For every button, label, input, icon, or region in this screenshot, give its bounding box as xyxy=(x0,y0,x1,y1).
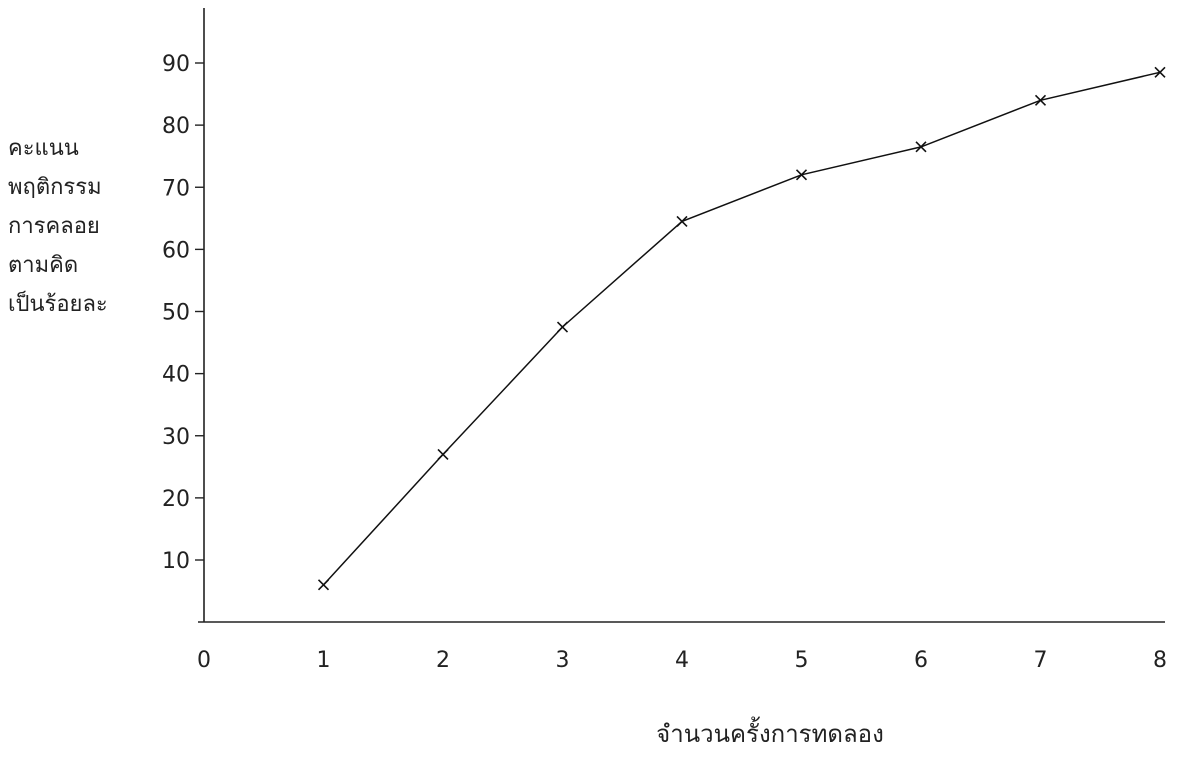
y-ticks: 10 20 30 40 50 60 70 80 90 xyxy=(162,52,204,574)
data-point-stroke xyxy=(556,321,569,333)
y-axis-label-line: พฤติกรรม xyxy=(8,175,102,200)
series-line xyxy=(322,71,1161,586)
x-tick-label: 7 xyxy=(1034,648,1048,673)
x-axis-label: จำนวนครั้งการทดลอง xyxy=(656,716,884,748)
x-tick-label: 8 xyxy=(1153,648,1167,673)
data-point-stroke xyxy=(1154,66,1166,78)
data-point xyxy=(1154,66,1166,78)
y-tick-label: 80 xyxy=(162,114,190,139)
data-point xyxy=(676,215,688,227)
data-point-stroke xyxy=(317,579,330,591)
data-point-stroke xyxy=(1034,94,1047,106)
y-tick-label: 40 xyxy=(162,363,190,388)
y-tick-label: 10 xyxy=(162,549,190,574)
data-point xyxy=(915,141,927,153)
data-point-stroke xyxy=(676,215,688,227)
x-tick-label: 3 xyxy=(556,648,570,673)
data-point xyxy=(317,579,330,591)
y-axis-label-line: คะแนน xyxy=(8,136,79,161)
y-axis-label-line: การคลอย xyxy=(8,214,100,239)
y-tick-label: 20 xyxy=(162,487,190,512)
y-tick-label: 60 xyxy=(162,238,190,263)
x-tick-label: 0 xyxy=(197,648,211,673)
data-point-stroke xyxy=(437,448,449,460)
data-point xyxy=(437,448,449,460)
data-point xyxy=(556,321,569,333)
y-tick-label: 50 xyxy=(162,301,190,326)
y-axis-label-line: ตามคิด xyxy=(8,253,78,278)
y-tick-label: 30 xyxy=(162,425,190,450)
series xyxy=(317,66,1166,591)
y-axis-label-line: เป็นร้อยละ xyxy=(8,289,108,317)
data-point-stroke xyxy=(795,169,808,181)
data-point xyxy=(795,169,808,181)
x-tick-label: 2 xyxy=(436,648,450,673)
x-tick-label: 4 xyxy=(675,648,689,673)
x-tick-label: 1 xyxy=(317,648,331,673)
x-ticks: 0 1 2 3 4 5 6 7 8 xyxy=(197,648,1167,673)
x-tick-label: 6 xyxy=(914,648,928,673)
y-tick-label: 70 xyxy=(162,176,190,201)
data-point xyxy=(1034,94,1047,106)
x-tick-label: 5 xyxy=(795,648,809,673)
data-point-stroke xyxy=(915,141,927,153)
y-tick-label: 90 xyxy=(162,52,190,77)
